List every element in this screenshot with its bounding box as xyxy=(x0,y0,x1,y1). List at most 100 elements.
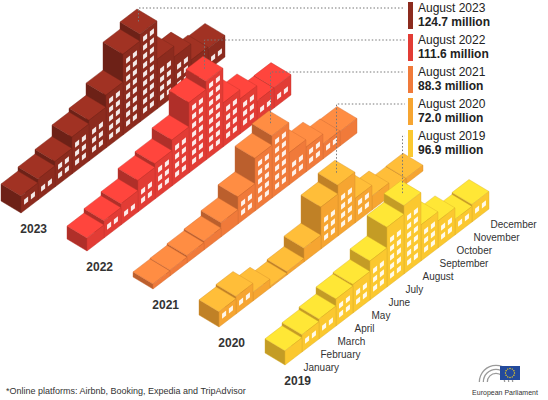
window xyxy=(233,98,237,106)
bar-row xyxy=(199,153,423,327)
window xyxy=(431,239,435,247)
bar-front xyxy=(21,183,38,213)
window xyxy=(309,156,313,164)
bar-front xyxy=(206,68,223,160)
window xyxy=(326,143,330,151)
window xyxy=(167,78,171,86)
window xyxy=(165,159,169,167)
window xyxy=(282,158,286,166)
window xyxy=(233,107,237,115)
window xyxy=(348,205,352,213)
bar-row xyxy=(67,56,291,251)
logo-star xyxy=(507,376,508,377)
bar-front xyxy=(89,107,106,161)
bar-front xyxy=(72,124,89,174)
window xyxy=(165,177,169,185)
window xyxy=(414,225,418,233)
window xyxy=(99,130,103,138)
leader-line xyxy=(205,40,406,69)
logo-star xyxy=(513,370,514,371)
window xyxy=(407,258,411,266)
window xyxy=(177,71,181,79)
window xyxy=(414,207,418,215)
window xyxy=(143,61,147,69)
bar-row xyxy=(265,180,489,366)
bar-front xyxy=(306,134,323,172)
leader-line xyxy=(403,136,406,193)
bar-row xyxy=(1,9,225,213)
window xyxy=(133,86,137,94)
bar-front xyxy=(255,145,272,211)
window xyxy=(397,256,401,264)
bar-front xyxy=(321,194,338,249)
window xyxy=(365,192,369,200)
window xyxy=(475,206,479,214)
bar-front xyxy=(87,225,104,251)
window xyxy=(199,133,203,141)
bar-front xyxy=(155,151,172,199)
window xyxy=(182,137,186,145)
x-tick-label: March xyxy=(338,336,366,347)
bar-front xyxy=(387,214,404,287)
window xyxy=(356,297,360,305)
window xyxy=(199,97,203,105)
bar-front xyxy=(285,338,302,365)
window xyxy=(192,157,196,165)
window xyxy=(216,93,220,101)
window xyxy=(275,173,279,181)
window xyxy=(126,65,130,73)
bar-front xyxy=(189,90,206,173)
window xyxy=(192,121,196,129)
chart: JanuaryFebruaryMarchAprilMayJuneJulyAugu… xyxy=(0,0,548,400)
window xyxy=(363,282,367,290)
x-tick-label: January xyxy=(304,362,340,373)
data-label: 111.6 million xyxy=(418,47,489,61)
window xyxy=(282,149,286,157)
bar-front xyxy=(172,127,189,186)
window xyxy=(143,52,147,60)
window xyxy=(407,240,411,248)
window xyxy=(216,129,220,137)
logo-star xyxy=(505,375,506,376)
window xyxy=(158,174,162,182)
logo-star xyxy=(505,370,506,371)
window xyxy=(305,336,309,344)
window xyxy=(116,117,120,125)
bar-front xyxy=(353,271,370,313)
bar-front xyxy=(121,191,138,225)
window xyxy=(482,200,486,208)
bar-front xyxy=(153,271,170,289)
window xyxy=(92,145,96,153)
window xyxy=(397,238,401,246)
callout-marker xyxy=(408,34,413,61)
window xyxy=(267,99,271,107)
bar-front xyxy=(340,118,357,146)
window xyxy=(133,104,137,112)
x-tick-label: July xyxy=(406,284,424,295)
window xyxy=(233,125,237,133)
bar xyxy=(1,171,38,213)
window xyxy=(348,196,352,204)
window xyxy=(265,180,269,188)
window xyxy=(324,233,328,241)
window xyxy=(390,271,394,279)
window xyxy=(126,119,130,127)
window xyxy=(92,136,96,144)
x-tick-label: February xyxy=(321,349,361,360)
window xyxy=(233,116,237,124)
bar-front xyxy=(289,140,306,185)
x-tick-label: August xyxy=(423,271,454,282)
window xyxy=(465,213,469,221)
window xyxy=(48,178,52,186)
logo-star xyxy=(509,368,510,369)
window xyxy=(114,216,118,224)
window xyxy=(339,310,343,318)
window xyxy=(414,243,418,251)
window xyxy=(126,56,130,64)
window xyxy=(397,247,401,255)
window xyxy=(390,262,394,270)
window xyxy=(216,111,220,119)
window xyxy=(82,152,86,160)
window xyxy=(299,154,303,162)
window xyxy=(143,88,147,96)
